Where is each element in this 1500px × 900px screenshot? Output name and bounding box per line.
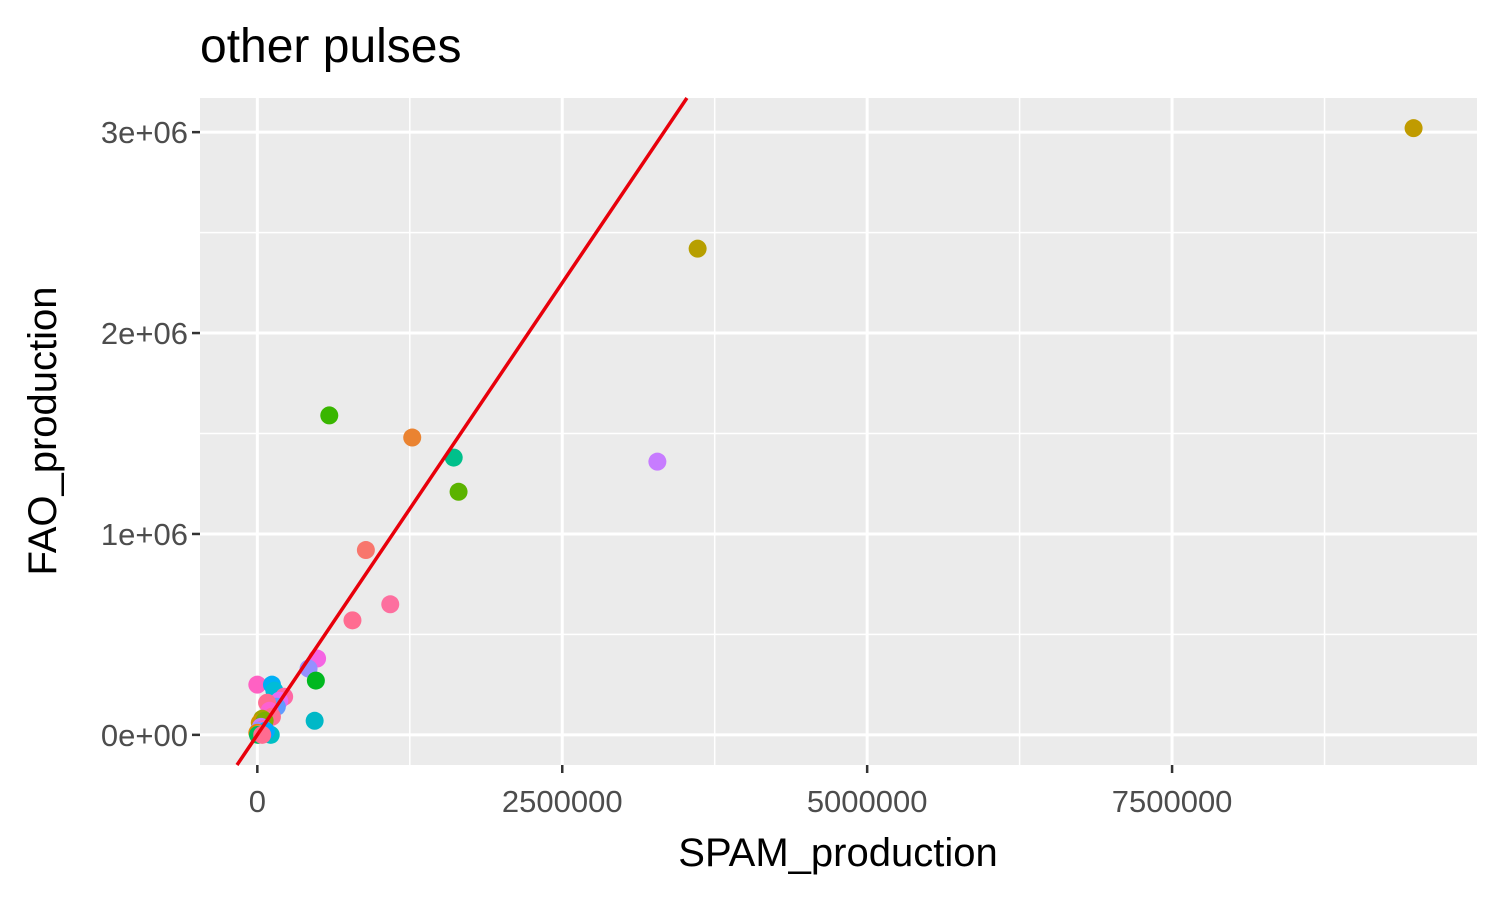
data-point (403, 428, 422, 447)
major-gridlines (200, 98, 1477, 765)
plot-panel (200, 98, 1477, 765)
x-tick-label: 2500000 (502, 784, 623, 819)
x-tick-label: 7500000 (1112, 784, 1233, 819)
x-axis: 0 2500000 5000000 7500000 (249, 765, 1233, 819)
data-point (648, 452, 667, 471)
data-point (1404, 119, 1423, 138)
data-point (320, 406, 339, 425)
y-tick-label: 2e+06 (101, 316, 188, 351)
y-tick-label: 0e+00 (101, 718, 188, 753)
data-point (305, 711, 324, 730)
data-point (306, 671, 325, 690)
data-point (343, 611, 362, 630)
data-point (253, 725, 272, 744)
x-tick-label: 0 (249, 784, 266, 819)
data-point (356, 541, 375, 560)
data-point (688, 239, 707, 258)
y-tick-label: 3e+06 (101, 115, 188, 150)
y-axis-title: FAO_production (21, 286, 65, 575)
data-point (248, 675, 267, 694)
reference-line (235, 97, 689, 766)
chart-title: other pulses (200, 20, 462, 73)
y-tick-label: 1e+06 (101, 517, 188, 552)
data-point (381, 595, 400, 614)
y-axis: 0e+00 1e+06 2e+06 3e+06 (101, 115, 200, 753)
x-axis-title: SPAM_production (678, 831, 997, 875)
reference-line-group (235, 97, 689, 766)
data-point (449, 482, 468, 501)
x-tick-label: 5000000 (807, 784, 928, 819)
